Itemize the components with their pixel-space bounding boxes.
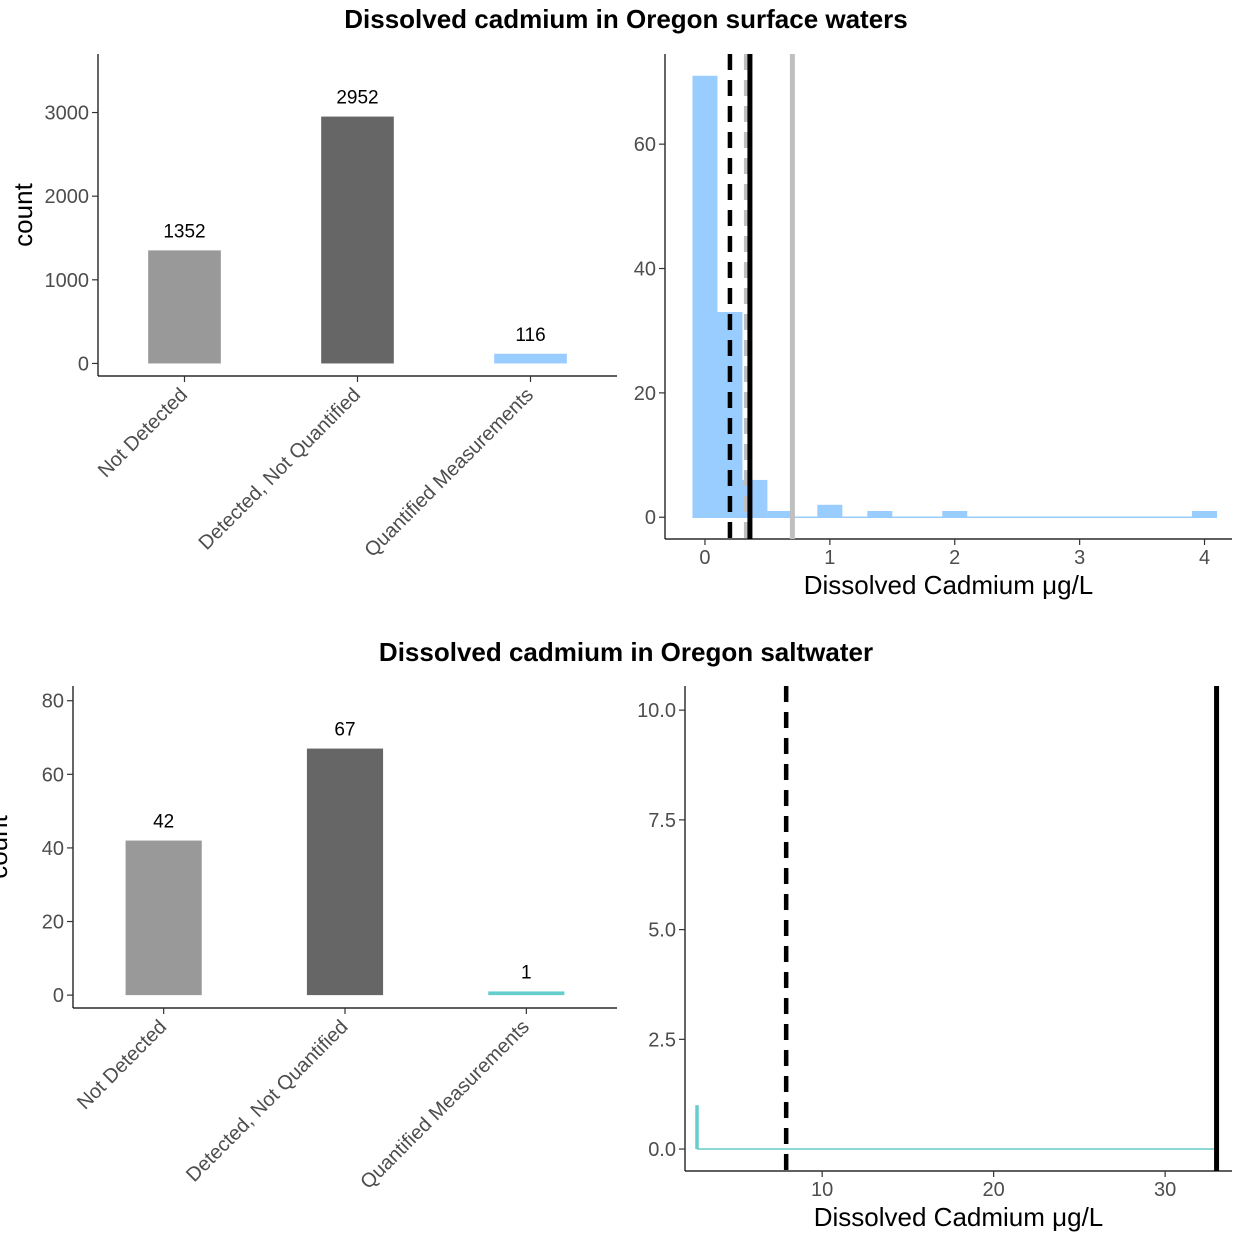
x-tick-label: 2 bbox=[949, 547, 960, 569]
y-tick-label: 2000 bbox=[45, 186, 90, 208]
x-axis-title: Dissolved Cadmium μg/L bbox=[804, 570, 1094, 600]
y-tick-label: 20 bbox=[42, 912, 64, 934]
bar bbox=[321, 116, 394, 364]
bar bbox=[494, 353, 567, 364]
x-tick-label: 0 bbox=[699, 547, 710, 569]
x-tick-label: 4 bbox=[1199, 547, 1210, 569]
bar bbox=[488, 991, 565, 996]
y-tick-label: 60 bbox=[634, 134, 656, 156]
x-tick-label: Not Detected bbox=[94, 384, 192, 482]
x-tick-label: Quantified Measurements bbox=[356, 1016, 533, 1193]
y-axis-title: count bbox=[0, 814, 13, 878]
histogram-bar bbox=[1192, 511, 1218, 518]
histogram-bar bbox=[867, 511, 893, 518]
y-tick-label: 3000 bbox=[45, 103, 90, 125]
saltwater-title: Dissolved cadmium in Oregon saltwater bbox=[379, 637, 873, 667]
bar-value-label: 1 bbox=[521, 962, 532, 983]
x-tick-label: Quantified Measurements bbox=[361, 384, 538, 561]
x-axis-title: Dissolved Cadmium μg/L bbox=[814, 1202, 1104, 1232]
bar-value-label: 67 bbox=[334, 720, 355, 741]
bar bbox=[125, 840, 202, 996]
surface-waters-concentration-histogram: 0 20 40 60 0 1 2 3 4 Dissolved Cadmium μg/L bbox=[634, 54, 1232, 600]
bar-value-label: 1352 bbox=[163, 221, 205, 242]
x-tick-label: Detected, Not Quantified bbox=[182, 1016, 352, 1186]
bar bbox=[306, 748, 384, 996]
histogram-bar bbox=[942, 511, 968, 518]
surface-waters-title: Dissolved cadmium in Oregon surface wate… bbox=[344, 4, 908, 34]
x-tick-label: 20 bbox=[983, 1179, 1005, 1201]
y-tick-label: 0 bbox=[78, 353, 89, 375]
histogram-bar bbox=[692, 75, 718, 518]
y-tick-label: 0 bbox=[645, 507, 656, 529]
bar bbox=[148, 250, 221, 364]
y-tick-label: 40 bbox=[42, 838, 64, 860]
y-tick-label: 1000 bbox=[45, 270, 90, 292]
x-tick-label: 30 bbox=[1154, 1179, 1176, 1201]
y-tick-label: 5.0 bbox=[648, 920, 676, 942]
bar-value-label: 42 bbox=[153, 812, 174, 833]
saltwater-concentration-histogram: 0.0 2.5 5.0 7.5 10.0 10 20 30 Dissolved Cadmium … bbox=[637, 686, 1232, 1232]
y-tick-label: 7.5 bbox=[648, 810, 676, 832]
y-tick-label: 80 bbox=[42, 691, 64, 713]
histogram-bar bbox=[767, 511, 793, 518]
histogram-bar bbox=[817, 504, 843, 518]
x-tick-label: Detected, Not Quantified bbox=[195, 384, 365, 554]
y-tick-label: 60 bbox=[42, 764, 64, 786]
y-axis-title: count bbox=[8, 182, 38, 246]
y-tick-label: 10.0 bbox=[637, 700, 676, 722]
y-tick-label: 0.0 bbox=[648, 1139, 676, 1161]
x-tick-label: 3 bbox=[1074, 547, 1085, 569]
bar-value-label: 116 bbox=[515, 325, 545, 346]
y-tick-label: 0 bbox=[53, 985, 64, 1007]
surface-waters-count-bar-chart: 0 1000 2000 3000 1352 Not Detected 2952 Detecte… bbox=[8, 54, 617, 561]
y-tick-label: 40 bbox=[634, 259, 656, 281]
bar-value-label: 2952 bbox=[336, 88, 378, 109]
y-tick-label: 20 bbox=[634, 383, 656, 405]
saltwater-count-bar-chart: 0 20 40 60 80 42 Not Detected 67 Detected, Not Q… bbox=[0, 686, 617, 1193]
y-tick-label: 2.5 bbox=[648, 1029, 676, 1051]
x-tick-label: 1 bbox=[824, 547, 835, 569]
x-tick-label: 10 bbox=[811, 1179, 833, 1201]
x-tick-label: Not Detected bbox=[73, 1016, 171, 1114]
